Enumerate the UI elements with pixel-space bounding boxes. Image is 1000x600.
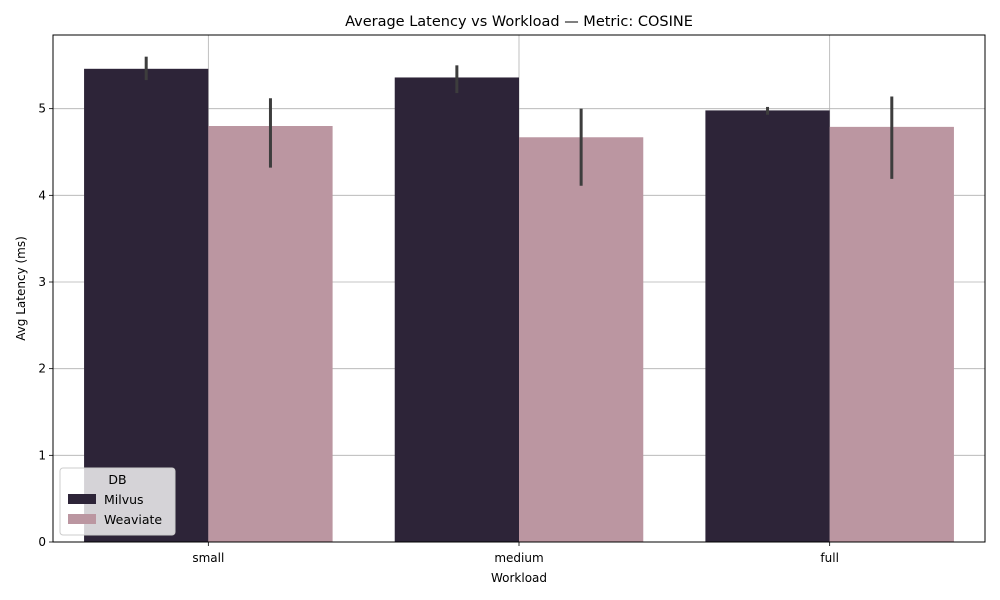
bar-milvus: [84, 68, 209, 543]
bar-weaviate: [519, 137, 644, 542]
bar-weaviate: [208, 126, 333, 542]
legend: DB Milvus Weaviate: [59, 467, 176, 536]
x-tick-label: medium: [494, 551, 543, 565]
chart-title: Average Latency vs Workload — Metric: CO…: [345, 14, 693, 30]
x-axis: small medium full: [192, 542, 839, 565]
bar-weaviate: [829, 126, 954, 542]
x-tick-label: full: [820, 551, 839, 565]
y-axis-label: Avg Latency (ms): [14, 236, 28, 341]
x-axis-label: Workload: [491, 571, 547, 585]
legend-items: Milvus Weaviate: [68, 492, 162, 527]
y-tick-label: 1: [38, 448, 46, 462]
legend-label-milvus: Milvus: [104, 492, 144, 507]
legend-label-weaviate: Weaviate: [104, 512, 162, 527]
x-tick-label: small: [192, 551, 224, 565]
bar-milvus: [394, 77, 519, 542]
y-tick-label: 0: [38, 535, 46, 549]
y-axis: 0 1 2 3 4 5: [38, 102, 53, 549]
y-tick-label: 2: [38, 362, 46, 376]
y-tick-label: 3: [38, 275, 46, 289]
legend-title: DB: [108, 472, 126, 487]
y-tick-label: 5: [38, 102, 46, 116]
legend-swatch-milvus: [68, 494, 96, 504]
legend-swatch-weaviate: [68, 514, 96, 524]
error-bars-layer: [144, 56, 894, 186]
bars-layer: [84, 68, 954, 543]
bar-milvus: [705, 110, 830, 543]
y-tick-label: 4: [38, 188, 46, 202]
